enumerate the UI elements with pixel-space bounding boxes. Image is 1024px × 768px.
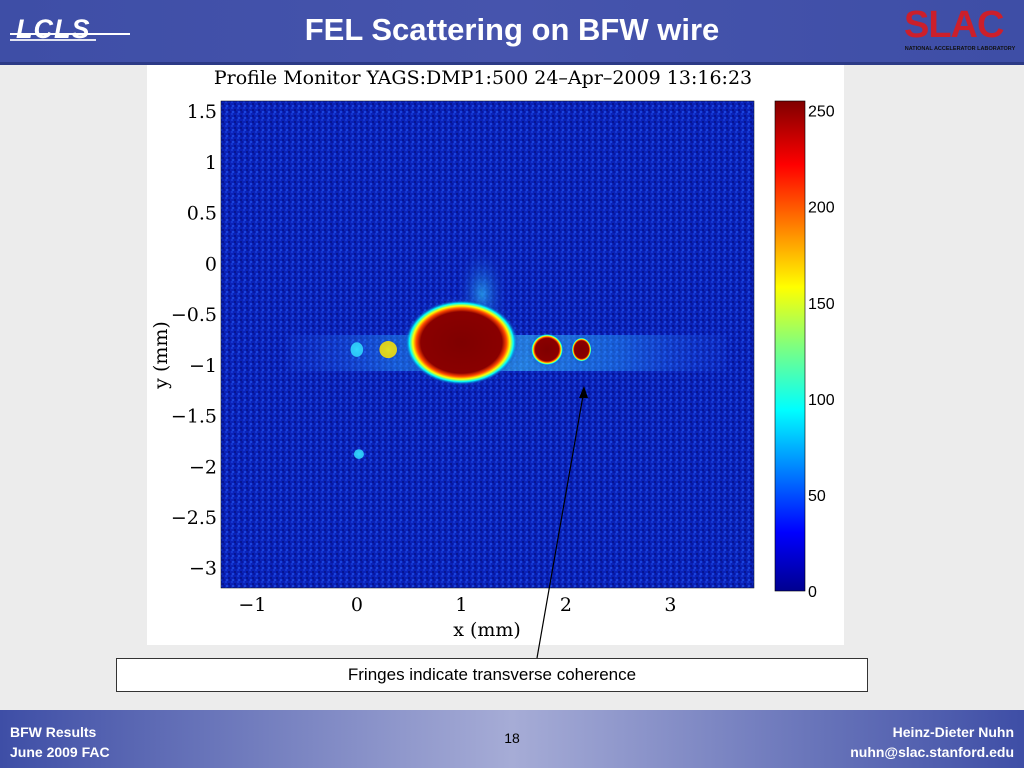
y-tick-label: 1 (205, 152, 217, 174)
colorbar-tick-label: 100 (808, 392, 835, 409)
lcls-logo-line (10, 33, 130, 35)
fringe-spot (379, 341, 397, 359)
footer-email: nuhn@slac.stanford.edu (850, 744, 1014, 760)
figure-panel: Profile Monitor YAGS:DMP1:500 24–Apr–200… (147, 65, 844, 645)
heatmap-image (221, 101, 754, 588)
plot-title: Profile Monitor YAGS:DMP1:500 24–Apr–200… (214, 67, 752, 89)
colorbar-tick-label: 150 (808, 296, 835, 313)
y-tick-label: 0.5 (187, 203, 217, 225)
y-tick-label: 1.5 (187, 101, 217, 123)
page-number: 18 (504, 730, 520, 746)
x-axis-ticks: −1 0 1 2 3 (238, 594, 676, 616)
slide-title: FEL Scattering on BFW wire (304, 12, 720, 47)
footer-left: BFW Results June 2009 FAC (10, 722, 110, 762)
feature-layer (349, 290, 594, 460)
y-tick-label: −0.5 (171, 304, 217, 326)
colorbar (774, 100, 806, 592)
y-tick-label: −2 (189, 456, 217, 478)
header-rule (0, 62, 1024, 65)
footer-event: June 2009 FAC (10, 744, 110, 760)
caption-box: Fringes indicate transverse coherence (116, 658, 868, 692)
fringe-spot (350, 342, 364, 357)
profile-monitor-plot: Profile Monitor YAGS:DMP1:500 24–Apr–200… (150, 67, 835, 641)
x-tick-label: −1 (238, 594, 266, 616)
fringe-spot (571, 337, 592, 362)
colorbar-ticks: 0 50 100 150 200 250 (808, 104, 835, 601)
image-border (220, 100, 755, 589)
y-tick-label: −1.5 (171, 406, 217, 428)
y-tick-label: 0 (205, 253, 217, 275)
slac-logo: SLAC NATIONAL ACCELERATOR LABORATORY (898, 4, 1022, 58)
slide-footer: BFW Results June 2009 FAC 18 Heinz-Diete… (0, 710, 1024, 768)
y-axis-ticks: 1.5 1 0.5 0 −0.5 −1 −1.5 −2 −2.5 −3 (171, 101, 217, 580)
stray-spot (353, 449, 364, 459)
slide-header (0, 0, 1024, 62)
footer-author: Heinz-Dieter Nuhn (892, 724, 1014, 740)
x-tick-label: 3 (664, 594, 676, 616)
x-tick-label: 0 (351, 594, 363, 616)
slac-logo-subtext: NATIONAL ACCELERATOR LABORATORY (904, 46, 1016, 52)
lcls-logo: LCLS (10, 14, 130, 48)
x-tick-label: 2 (560, 594, 572, 616)
main-spot (404, 299, 518, 386)
colorbar-tick-label: 250 (808, 104, 835, 121)
footer-presentation-title: BFW Results (10, 724, 97, 740)
colorbar-tick-label: 0 (808, 584, 817, 601)
x-tick-label: 1 (455, 594, 467, 616)
colorbar-tick-label: 200 (808, 200, 835, 217)
y-tick-label: −2.5 (171, 507, 217, 529)
lcls-logo-text: LCLS (16, 14, 91, 44)
x-axis-label: x (mm) (453, 619, 521, 641)
lcls-logo-line (10, 39, 96, 41)
colorbar-tick-label: 50 (808, 488, 826, 505)
y-tick-label: −1 (189, 355, 217, 377)
fringe-spot (530, 333, 564, 366)
y-tick-label: −3 (189, 558, 217, 580)
footer-right: Heinz-Dieter Nuhn nuhn@slac.stanford.edu (850, 722, 1014, 762)
y-axis-label: y (mm) (150, 321, 172, 390)
slac-logo-text: SLAC (904, 4, 1004, 46)
